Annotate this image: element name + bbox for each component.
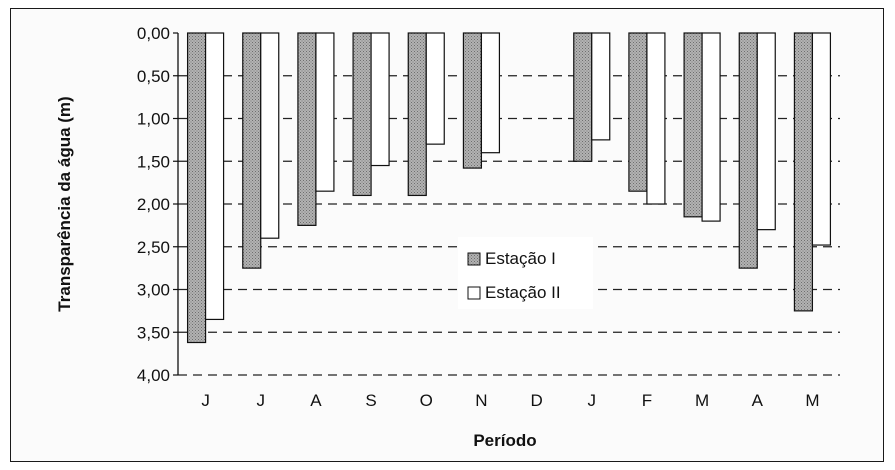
bar-estacao-ii (260, 32, 280, 239)
bar-estacao-ii (315, 32, 335, 192)
bar-estacao-i (186, 32, 207, 344)
y-tick-label: 1,50 (137, 152, 170, 171)
x-tick-label: S (365, 391, 376, 410)
bar-estacao-ii (756, 32, 776, 231)
y-tick-label: 4,00 (137, 366, 170, 385)
bar-estacao-ii (480, 32, 501, 154)
y-tick-label: 2,50 (137, 238, 170, 257)
legend-label-estacao-ii: Estação II (485, 283, 561, 302)
bar-estacao-i (242, 32, 262, 269)
bar-estacao-ii (811, 32, 832, 246)
y-tick-label: 3,00 (137, 281, 170, 300)
bar-estacao-i (573, 32, 593, 162)
bar-estacao-ii (646, 32, 666, 205)
bar-estacao-i (793, 32, 814, 312)
legend-swatch-estacao-ii (467, 286, 481, 300)
x-tick-label: J (257, 391, 266, 410)
y-tick-label: 1,00 (137, 110, 170, 129)
x-tick-label: O (420, 391, 433, 410)
bar-estacao-ii (204, 32, 225, 321)
gridlines (178, 75, 840, 376)
x-axis-title: Período (473, 431, 536, 450)
x-tick-label: D (530, 391, 542, 410)
x-tick-label: M (805, 391, 819, 410)
bar-estacao-i (407, 32, 427, 197)
y-tick-label: 0,50 (137, 67, 170, 86)
bar-estacao-i (738, 32, 758, 269)
x-tick-label: F (642, 391, 652, 410)
x-tick-label: N (475, 391, 487, 410)
y-axis-title: Transparência da água (m) (55, 96, 74, 311)
bar-estacao-i (297, 32, 317, 226)
y-tick-label: 2,00 (137, 195, 170, 214)
x-tick-label: J (588, 391, 597, 410)
bar-estacao-ii (701, 32, 721, 222)
axes (173, 32, 179, 376)
y-tick-label: 0,00 (137, 24, 170, 43)
bar-estacao-ii (425, 32, 445, 145)
y-tick-label: 3,50 (137, 323, 170, 342)
x-tick-label: A (310, 391, 322, 410)
bar-estacao-i (352, 32, 372, 197)
x-tick-label: A (752, 391, 764, 410)
x-tick-label: M (695, 391, 709, 410)
legend-label-estacao-i: Estação I (485, 249, 556, 268)
legend: Estação I Estação II (458, 237, 593, 309)
legend-swatch-estacao-i (467, 252, 481, 266)
x-tick-label: J (201, 391, 210, 410)
bar-estacao-ii (591, 32, 611, 141)
bar-estacao-i (683, 32, 703, 218)
bar-estacao-i (628, 32, 648, 192)
chart-frame (10, 8, 884, 462)
bar-estacao-i (462, 32, 483, 169)
y-tick-labels: 0,00 0,50 1,00 1,50 2,00 2,50 3,00 3,50 4,00 (137, 24, 170, 385)
bar-estacao-ii (370, 32, 390, 167)
bars (186, 32, 832, 344)
